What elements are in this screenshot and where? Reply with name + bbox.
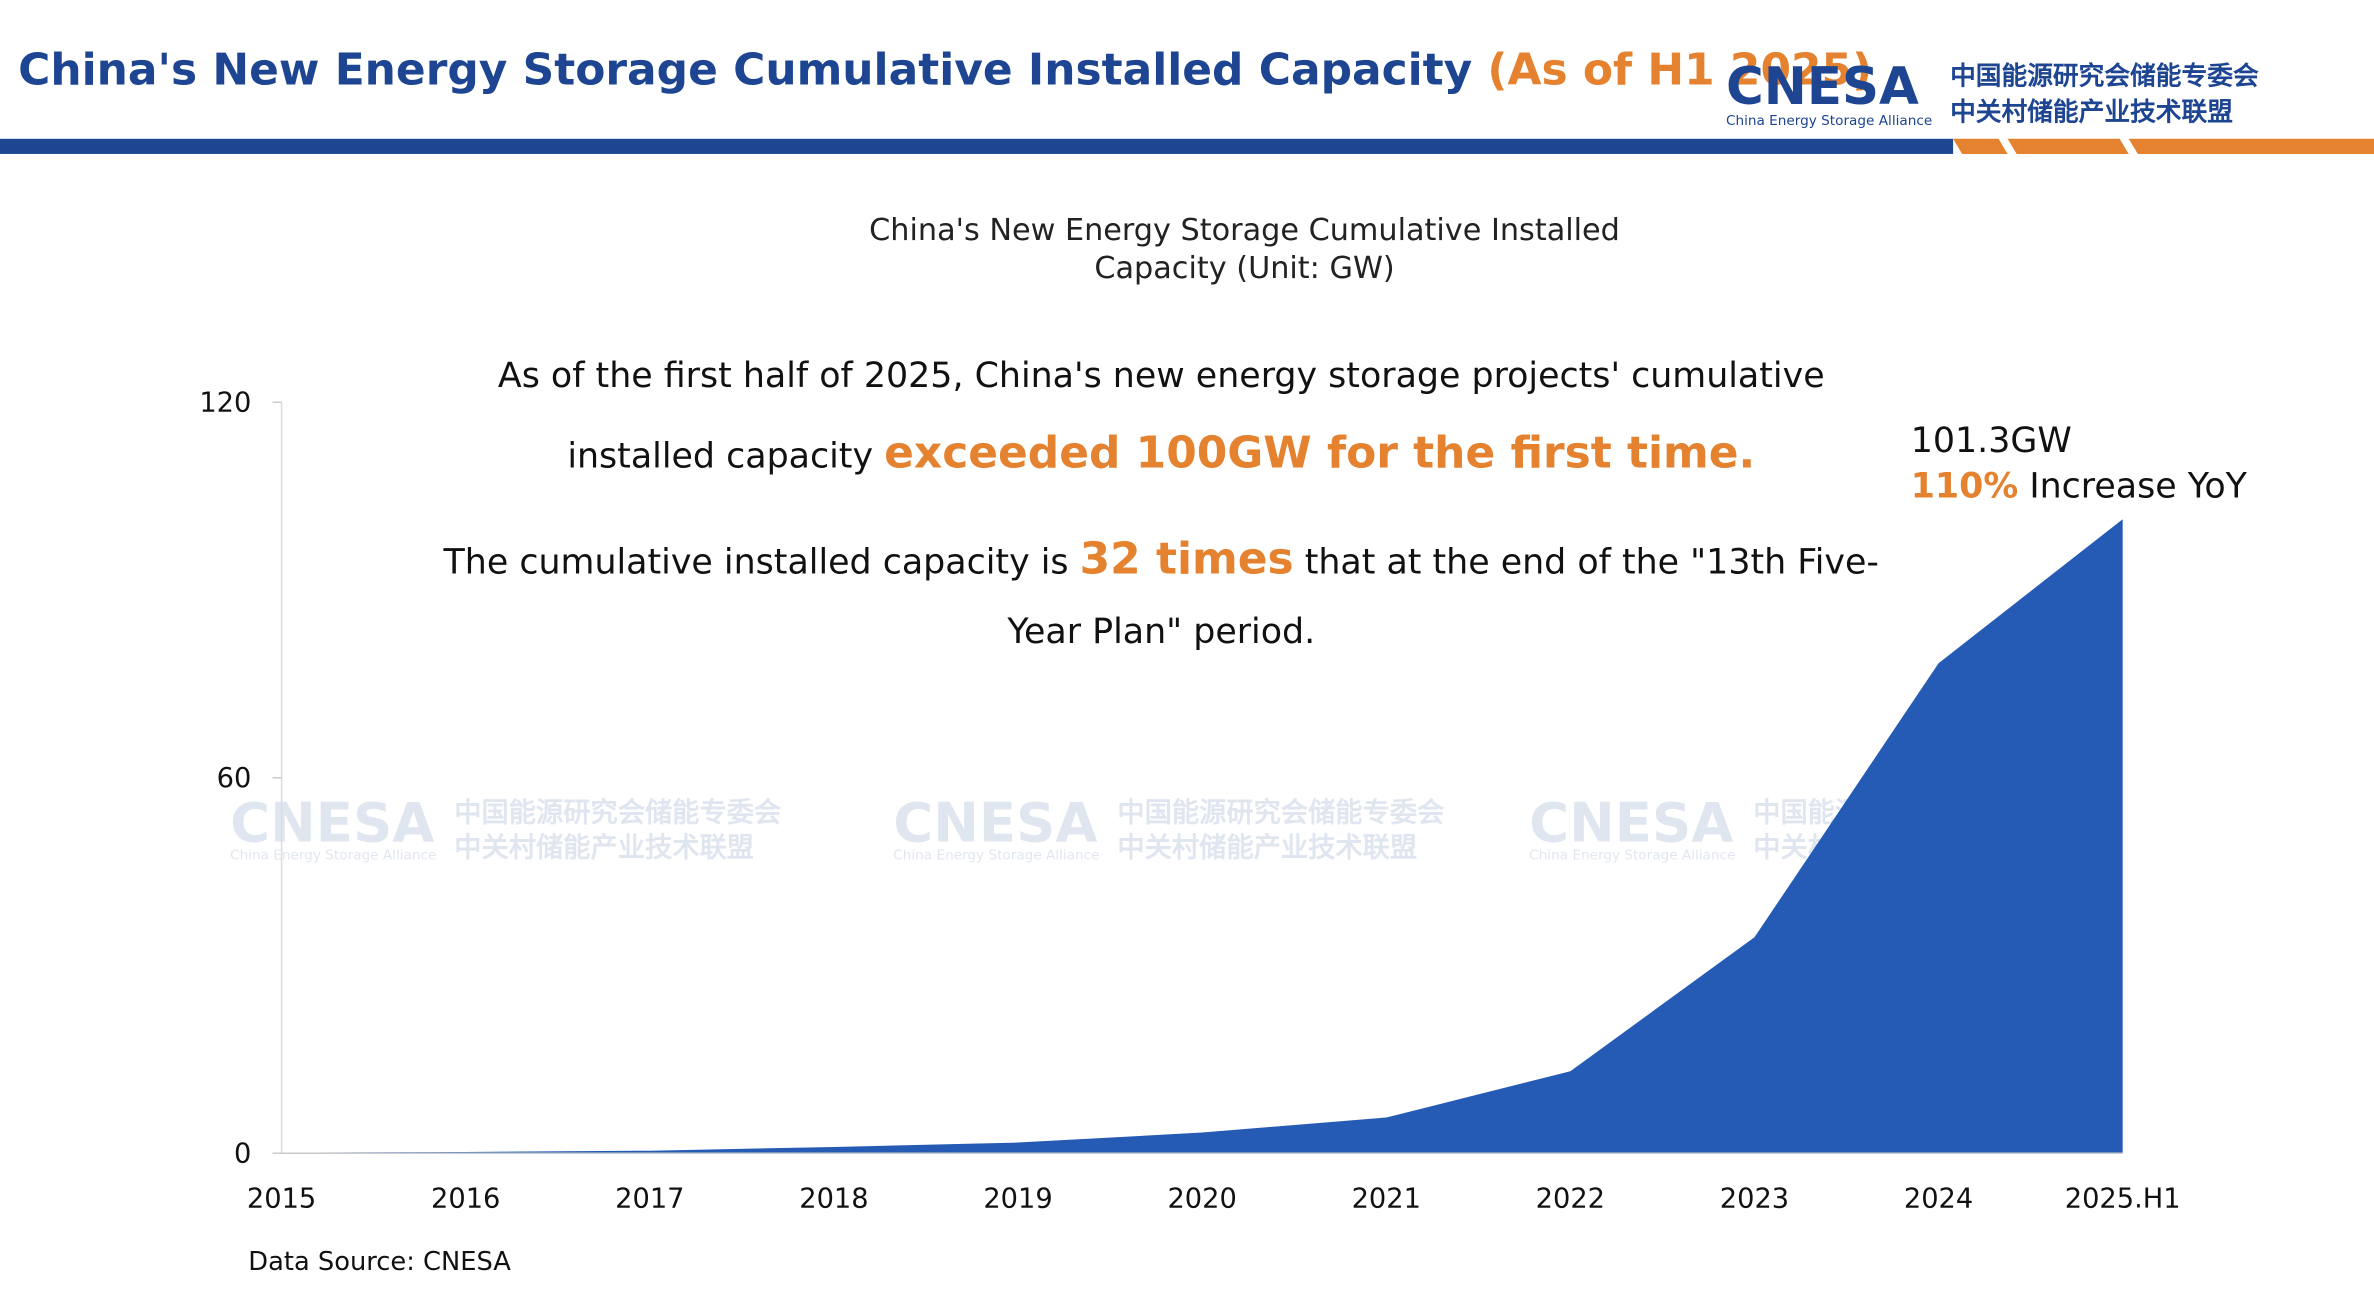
watermark-cn: 中国能源研究会储能专委会 — [454, 797, 782, 829]
chart-title: Capacity (Unit: GW) — [1094, 251, 1394, 286]
annotation: Year Plan" period. — [1006, 612, 1315, 652]
logo-subtitle: China Energy Storage Alliance — [1726, 113, 1932, 129]
x-tick-label: 2015 — [247, 1184, 316, 1215]
title-highlight: (As of H1 2025) — [1487, 44, 1872, 95]
x-tick-label: 2024 — [1904, 1184, 1973, 1215]
logo: CNESA — [1726, 57, 1919, 117]
annotation-text: The cumulative installed capacity is — [443, 542, 1080, 582]
watermark-cn: 中国能源研究会储能专委会 — [1117, 797, 1445, 829]
source: Data Source: CNESA — [248, 1247, 511, 1277]
logo-cn: 中国能源研究会储能专委会 — [1950, 60, 2259, 91]
y-tick-label: 60 — [217, 763, 252, 794]
watermark-subtitle: China Energy Storage Alliance — [230, 847, 436, 863]
callout-text: Increase YoY — [2018, 467, 2247, 507]
annotation: installed capacity exceeded 100GW for th… — [567, 427, 1755, 478]
callout-pct: 110% — [1911, 467, 2019, 507]
watermark-logo: CNESA — [1529, 790, 1733, 854]
annotation-highlight: 32 times — [1080, 533, 1294, 584]
header-stripe — [1953, 138, 2008, 154]
x-tick-label: 2022 — [1536, 1184, 1605, 1215]
y-tick-label: 120 — [199, 387, 251, 418]
x-tick-label: 2023 — [1720, 1184, 1789, 1215]
callout-value: 101.3GW — [1911, 421, 2072, 461]
watermark-subtitle: China Energy Storage Alliance — [1529, 847, 1735, 863]
header-stripe — [2128, 138, 2374, 154]
watermark-cn: 中关村储能产业技术联盟 — [1117, 831, 1417, 863]
page-title: China's New Energy Storage Cumulative In… — [18, 44, 1872, 95]
plot: 0 60 120 2015 2016 2017 2018 2019 2020 2021 2022 20… — [199, 387, 2180, 1214]
annotation-text: that at the end of the "13th Five- — [1294, 542, 1879, 582]
annotation-highlight: exceeded 100GW for the first time. — [884, 427, 1755, 478]
x-tick-label: 2021 — [1352, 1184, 1421, 1215]
area — [281, 519, 2123, 1154]
annotation: The cumulative installed capacity is 32 … — [443, 533, 1879, 584]
header-stripe — [2007, 138, 2129, 154]
annotation-text: installed capacity — [567, 436, 884, 476]
callout: 110% Increase YoY — [1911, 467, 2248, 507]
header-bar — [0, 138, 1954, 154]
x-tick-label: 2020 — [1167, 1184, 1236, 1215]
title-main: China's New Energy Storage Cumulative In… — [18, 44, 1472, 95]
watermark-logo: CNESA — [230, 790, 434, 854]
y-tick-label: 0 — [234, 1138, 251, 1169]
x-tick-label: 2025.H1 — [2065, 1184, 2181, 1215]
watermark-cn: 中关村储能产业技术联盟 — [454, 831, 754, 863]
chart-title: China's New Energy Storage Cumulative In… — [869, 213, 1620, 248]
x-tick-label: 2018 — [799, 1184, 868, 1215]
x-tick-label: 2016 — [431, 1184, 500, 1215]
x-tick-label: 2017 — [615, 1184, 684, 1215]
watermark-logo: CNESA — [893, 790, 1097, 854]
x-tick-label: 2019 — [983, 1184, 1052, 1215]
watermark-subtitle: China Energy Storage Alliance — [893, 847, 1099, 863]
annotation: As of the first half of 2025, China's ne… — [498, 356, 1825, 396]
logo-cn: 中关村储能产业技术联盟 — [1950, 97, 2233, 128]
